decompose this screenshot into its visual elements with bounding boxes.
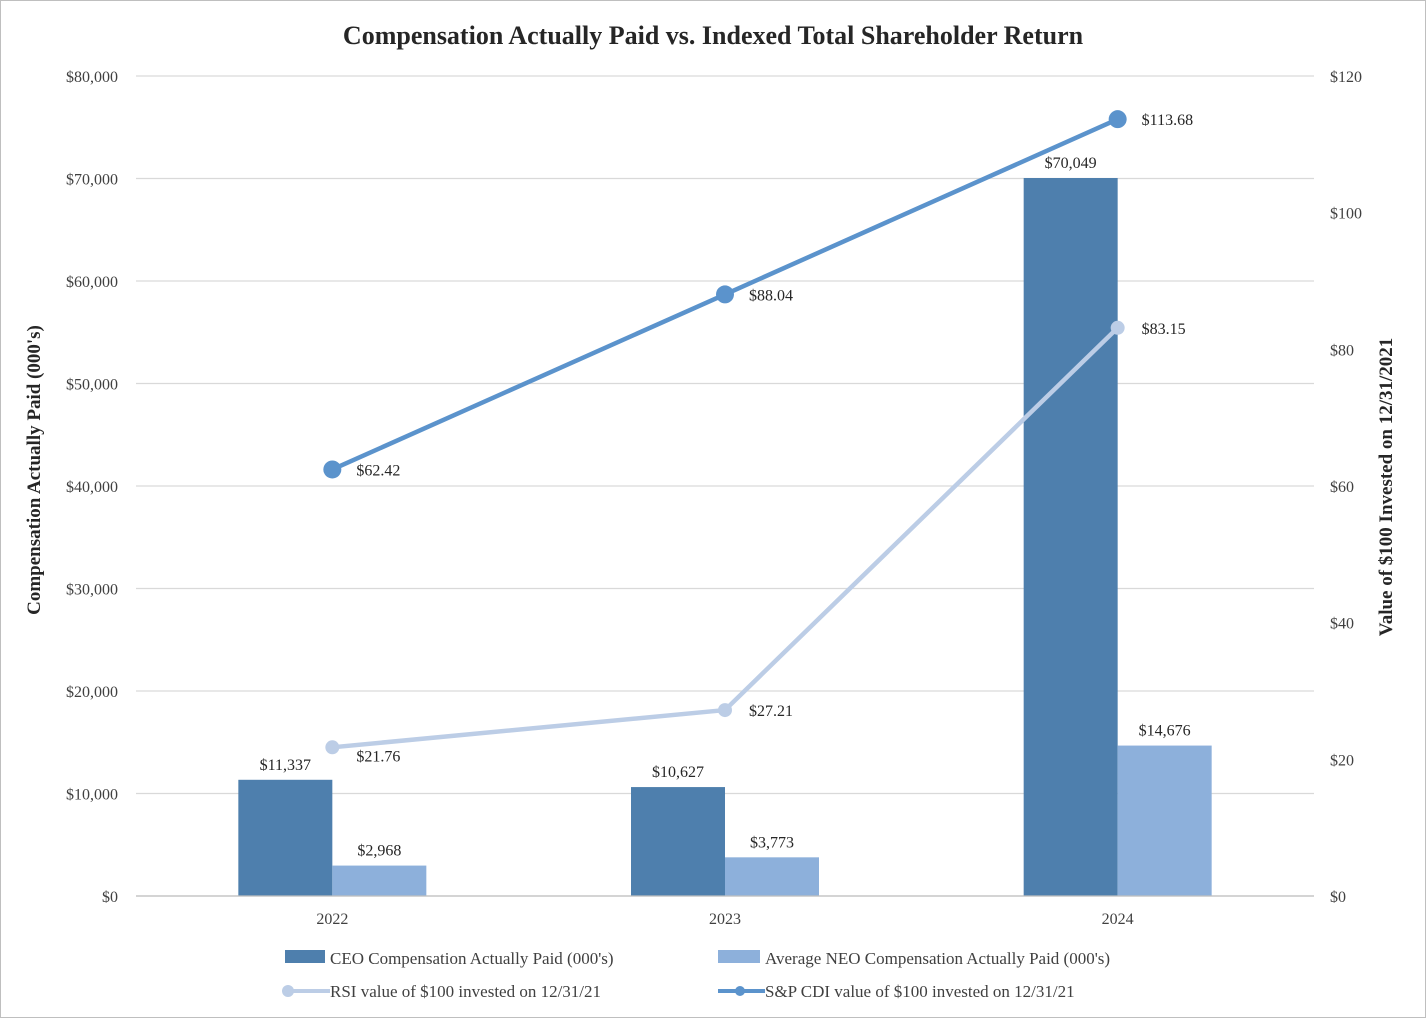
neo-bar xyxy=(332,865,427,896)
legend-item-ceo: CEO Compensation Actually Paid (000's) xyxy=(285,949,614,968)
left-tick-label: $20,000 xyxy=(66,684,118,701)
sp-point-label: $88.04 xyxy=(749,287,793,304)
left-tick-label: $40,000 xyxy=(66,479,118,496)
rsi-point-label: $27.21 xyxy=(749,703,793,720)
right-tick-label: $80 xyxy=(1330,342,1354,359)
neo-bar-label: $3,773 xyxy=(750,834,794,851)
neo-bar-label: $14,676 xyxy=(1139,723,1191,740)
right-axis-ticks: $0 $20 $40 $60 $80 $100 $120 xyxy=(1330,69,1362,906)
ceo-bar xyxy=(631,787,725,896)
right-tick-label: $40 xyxy=(1330,616,1354,633)
legend-marker-rsi xyxy=(282,985,294,997)
left-axis-ticks: $0 $10,000 $20,000 $30,000 $40,000 $50,000 $60… xyxy=(66,69,118,906)
ceo-bar xyxy=(1023,177,1118,897)
sp-point xyxy=(1108,110,1127,129)
right-tick-label: $0 xyxy=(1330,889,1346,906)
ceo-bar-label: $11,337 xyxy=(260,757,311,774)
rsi-line xyxy=(332,326,1120,750)
legend-label-ceo: CEO Compensation Actually Paid (000's) xyxy=(330,949,614,968)
x-tick-label: 2022 xyxy=(316,911,348,928)
legend-item-rsi: RSI value of $100 invested on 12/31/21 xyxy=(282,982,601,1001)
legend-item-neo: Average NEO Compensation Actually Paid (… xyxy=(718,949,1110,968)
legend-marker-sp xyxy=(735,986,745,996)
ceo-bar-label: $10,627 xyxy=(652,764,704,781)
data-labels: $11,337 $2,968 $10,627 $3,773 $70,049 $14,676… xyxy=(260,112,1193,859)
neo-bar xyxy=(1117,745,1212,896)
chart-title: Compensation Actually Paid vs. Indexed T… xyxy=(343,21,1084,50)
legend-swatch-neo xyxy=(718,950,760,963)
left-tick-label: $10,000 xyxy=(66,787,118,804)
sp-point-label: $62.42 xyxy=(356,462,400,479)
x-tick-label: 2024 xyxy=(1102,911,1134,928)
neo-bar-label: $2,968 xyxy=(357,843,401,860)
left-tick-label: $0 xyxy=(102,889,118,906)
rsi-point xyxy=(1110,320,1125,335)
neo-bar xyxy=(725,857,819,896)
legend-label-sp: S&P CDI value of $100 invested on 12/31/… xyxy=(765,982,1075,1001)
legend-item-sp: S&P CDI value of $100 invested on 12/31/… xyxy=(718,982,1075,1001)
left-tick-label: $30,000 xyxy=(66,582,118,599)
rsi-point-label: $21.76 xyxy=(356,748,400,765)
legend: CEO Compensation Actually Paid (000's) A… xyxy=(282,949,1110,1001)
right-tick-label: $20 xyxy=(1330,752,1354,769)
right-axis-title: Value of $100 Invested on 12/31/2021 xyxy=(1376,338,1397,637)
sp-point xyxy=(716,285,734,304)
sp-point xyxy=(323,460,342,479)
left-tick-label: $80,000 xyxy=(66,69,118,86)
rsi-point xyxy=(718,703,732,718)
bars xyxy=(238,177,1212,897)
legend-label-neo: Average NEO Compensation Actually Paid (… xyxy=(765,949,1110,968)
x-axis: 2022 2023 2024 xyxy=(136,895,1314,928)
left-tick-label: $50,000 xyxy=(66,377,118,394)
left-tick-label: $60,000 xyxy=(66,274,118,291)
ceo-bar-label: $70,049 xyxy=(1045,155,1097,172)
x-tick-label: 2023 xyxy=(709,911,741,928)
legend-label-rsi: RSI value of $100 invested on 12/31/21 xyxy=(330,982,601,1001)
legend-swatch-ceo xyxy=(285,950,325,963)
right-tick-label: $100 xyxy=(1330,206,1362,223)
lines xyxy=(323,110,1127,755)
rsi-point xyxy=(325,740,340,755)
right-tick-label: $60 xyxy=(1330,479,1354,496)
right-tick-label: $120 xyxy=(1330,69,1362,86)
rsi-point-label: $83.15 xyxy=(1142,321,1186,338)
ceo-bar xyxy=(238,779,333,896)
sp-point-label: $113.68 xyxy=(1142,112,1193,129)
left-tick-label: $70,000 xyxy=(66,172,118,189)
left-axis-title: Compensation Actually Paid (000's) xyxy=(24,325,45,615)
